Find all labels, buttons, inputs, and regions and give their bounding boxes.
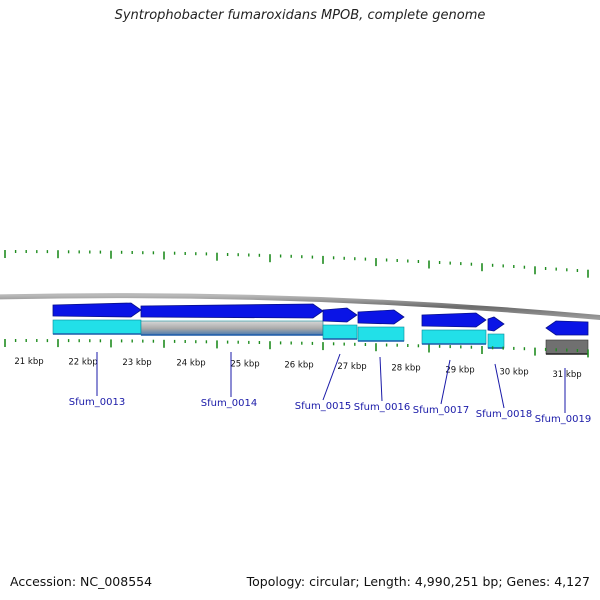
gene-label-Sfum_0016[interactable]: Sfum_0016 <box>354 402 410 413</box>
cds-bar-Sfum_0013[interactable] <box>52 319 142 335</box>
gene-arrow-Sfum_0014[interactable] <box>140 303 324 319</box>
gene-leader-line <box>379 356 383 402</box>
cds-bar-Sfum_0018[interactable] <box>487 333 505 349</box>
ruler-labels: 21 kbp 22 kbp 23 kbp 24 kbp 25 kbp 26 kbp 27 k… <box>14 357 581 380</box>
gene-leader-line <box>440 359 451 405</box>
ruler-label: 27 kbp <box>337 362 366 372</box>
gene-leader-line <box>322 353 341 401</box>
ruler-label: 21 kbp <box>14 357 43 367</box>
gene-arrow-Sfum_0016[interactable] <box>357 309 405 325</box>
ruler-label: 30 kbp <box>499 368 528 378</box>
ruler-label: 31 kbp <box>552 370 581 380</box>
genome-stats-text: Topology: circular; Length: 4,990,251 bp… <box>246 574 590 589</box>
accession-text: Accession: NC_008554 <box>10 574 153 589</box>
gene-label-Sfum_0019[interactable]: Sfum_0019 <box>535 414 591 425</box>
genome-backbone <box>0 293 600 321</box>
cds-bar-Sfum_0017[interactable] <box>421 329 487 345</box>
ruler-label: 28 kbp <box>391 364 420 374</box>
ruler-label: 23 kbp <box>122 358 151 368</box>
gene-track <box>52 302 589 355</box>
cds-bar-Sfum_0016[interactable] <box>357 326 405 342</box>
gene-arrow-Sfum_0018[interactable] <box>487 316 505 332</box>
ruler-label: 24 kbp <box>176 359 205 369</box>
gene-leader-line <box>494 363 505 409</box>
ruler-label: 26 kbp <box>284 361 313 371</box>
ruler-label: 22 kbp <box>68 357 97 367</box>
gene-label-Sfum_0015[interactable]: Sfum_0015 <box>295 401 351 412</box>
cds-bar-Sfum_0014[interactable] <box>140 320 324 336</box>
gene-label-Sfum_0014[interactable]: Sfum_0014 <box>201 398 257 409</box>
gene-arrow-Sfum_0013[interactable] <box>52 302 142 318</box>
gene-arrow-Sfum_0015[interactable] <box>322 307 358 323</box>
ruler-label: 29 kbp <box>445 366 474 376</box>
lower-tick-row <box>4 339 589 358</box>
gene-labels: Sfum_0013 Sfum_0014 Sfum_0015 Sfum_0016 Sfum… <box>69 352 591 425</box>
upper-tick-row <box>4 250 589 278</box>
gene-arrow-Sfum_0019[interactable] <box>545 320 589 336</box>
gene-arrow-Sfum_0017[interactable] <box>421 312 487 328</box>
cds-bar-Sfum_0019[interactable] <box>545 339 589 355</box>
ruler-label: 25 kbp <box>230 359 259 369</box>
map-title: Syntrophobacter fumaroxidans MPOB, compl… <box>114 8 486 23</box>
gene-label-Sfum_0017[interactable]: Sfum_0017 <box>413 405 469 416</box>
cds-bar-Sfum_0015[interactable] <box>322 324 358 340</box>
gene-label-Sfum_0018[interactable]: Sfum_0018 <box>476 409 532 420</box>
gene-label-Sfum_0013[interactable]: Sfum_0013 <box>69 397 125 408</box>
